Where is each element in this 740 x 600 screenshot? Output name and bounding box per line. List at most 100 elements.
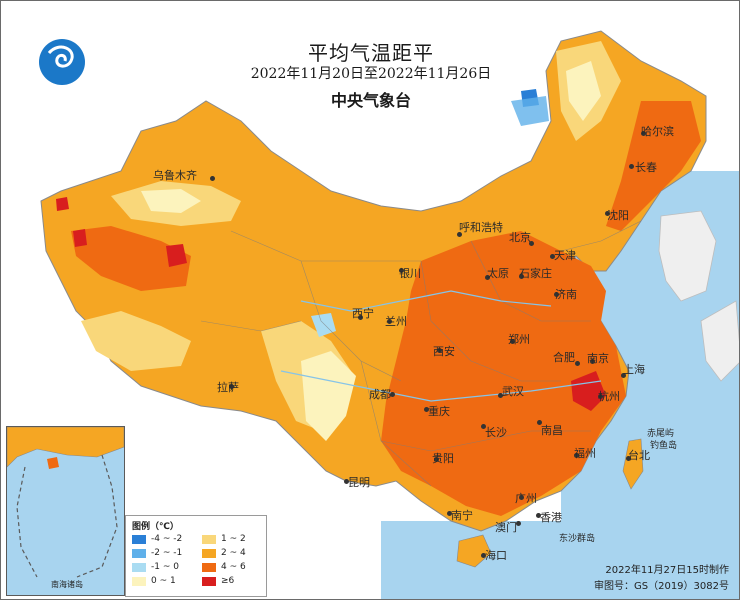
island-chiweiyu: 赤尾屿 <box>647 429 675 439</box>
city-label-shanghai: 上海 <box>623 363 645 376</box>
city-dot <box>344 479 349 484</box>
zone-4to6-northeast <box>606 101 701 231</box>
city-dot <box>605 211 610 216</box>
city-label-nanjing: 南京 <box>587 352 609 365</box>
legend-item: ≥6 <box>202 576 234 586</box>
city-dot <box>437 348 442 353</box>
city-label-changchun: 长春 <box>635 161 657 174</box>
legend-label: 2 ~ 4 <box>221 548 246 558</box>
city-dot <box>629 164 634 169</box>
legend-label: ≥6 <box>221 576 235 586</box>
legend-swatch <box>202 548 216 558</box>
city-label-taiyuan: 太原 <box>487 267 509 280</box>
city-label-chongqing: 重庆 <box>428 405 450 418</box>
zone-4to6-east <box>381 231 626 516</box>
legend-item: -4 ~ -2 <box>132 534 182 544</box>
city-dot <box>590 359 595 364</box>
city-label-urumqi: 乌鲁木齐 <box>153 169 197 182</box>
legend-swatch <box>132 534 146 544</box>
legend-swatch <box>202 534 216 544</box>
city-label-guiyang: 贵阳 <box>432 452 454 465</box>
city-dot <box>387 319 392 324</box>
zone-1to2-tibet <box>81 311 191 371</box>
city-dot <box>447 511 452 516</box>
zone-0to1-northeast <box>566 61 601 121</box>
city-label-jinan: 济南 <box>555 288 577 301</box>
city-label-lanzhou: 兰州 <box>385 315 407 328</box>
city-label-hefei: 合肥 <box>553 351 575 364</box>
legend-item: -1 ~ 0 <box>132 562 179 572</box>
city-label-shijiazhuang: 石家庄 <box>519 267 552 280</box>
city-label-haikou: 海口 <box>485 549 507 562</box>
legend-title: 图例（℃） <box>132 522 179 532</box>
island-diaoyudao: 钓鱼岛 <box>650 441 678 451</box>
city-label-wuhan: 武汉 <box>502 385 524 398</box>
city-dot <box>529 241 534 246</box>
city-label-changsha: 长沙 <box>485 426 507 439</box>
zone-6plus-xinjiang-2 <box>73 229 87 247</box>
city-dot <box>481 424 486 429</box>
province-borders <box>200 220 642 487</box>
zone-minus1to0-qinghai <box>311 313 336 337</box>
city-label-xian: 西安 <box>433 345 455 358</box>
city-dot <box>229 384 234 389</box>
city-label-nanchang: 南昌 <box>541 424 563 437</box>
map-date-range: 2022年11月20日至2022年11月26日 <box>250 66 492 82</box>
rivers <box>280 290 602 402</box>
map-organization: 中央气象台 <box>330 91 411 110</box>
city-dot <box>358 315 363 320</box>
city-dot <box>554 292 559 297</box>
city-label-fuzhou: 福州 <box>574 447 596 460</box>
legend-swatch <box>132 562 146 572</box>
city-dot <box>510 339 515 344</box>
legend-item: -2 ~ -1 <box>132 548 182 558</box>
legend-swatch <box>202 562 216 572</box>
legend-swatch <box>202 576 216 586</box>
city-dot <box>621 373 626 378</box>
legend: 图例（℃） -4 ~ -2 -2 ~ -1 -1 ~ 0 0 ~ 1 1 ~ 2… <box>125 515 267 597</box>
city-label-hongkong: 香港 <box>540 511 562 524</box>
city-dot <box>536 513 541 518</box>
city-dot <box>641 131 646 136</box>
korea-land <box>658 210 717 302</box>
taiwan-land <box>622 438 644 490</box>
city-label-beijing: 北京 <box>509 231 531 244</box>
city-label-chengdu: 成都 <box>369 388 391 401</box>
city-dot <box>481 553 486 558</box>
legend-label: 0 ~ 1 <box>151 576 176 586</box>
city-dot <box>574 453 579 458</box>
inset-hainan <box>47 457 59 469</box>
city-label-nanning: 南宁 <box>451 509 473 522</box>
city-label-hangzhou: 杭州 <box>598 390 620 403</box>
zone-6plus-xinjiang-1 <box>166 244 187 267</box>
city-dot <box>210 176 215 181</box>
legend-swatch <box>132 548 146 558</box>
south-china-sea-inset: 南海诸岛 <box>6 426 125 596</box>
zone-0to1-xinjiang <box>141 189 201 213</box>
city-dot <box>390 392 395 397</box>
inset-map <box>7 427 124 578</box>
city-dot <box>575 361 580 366</box>
legend-item: 1 ~ 2 <box>202 534 246 544</box>
inset-land <box>7 427 124 468</box>
city-dot <box>434 457 439 462</box>
inset-label: 南海诸岛 <box>51 580 83 589</box>
city-dot <box>399 268 404 273</box>
city-dot <box>626 456 631 461</box>
zone-6plus-west <box>56 197 69 211</box>
city-dot <box>519 274 524 279</box>
legend-label: -4 ~ -2 <box>151 534 183 544</box>
city-dot <box>424 407 429 412</box>
city-dot <box>485 275 490 280</box>
city-label-lhasa: 拉萨 <box>217 381 239 394</box>
city-dot <box>550 254 555 259</box>
legend-item: 2 ~ 4 <box>202 548 246 558</box>
city-label-hohhot: 呼和浩特 <box>459 221 503 234</box>
city-label-zhengzhou: 郑州 <box>508 333 530 346</box>
city-dot <box>516 521 521 526</box>
city-dot <box>519 495 524 500</box>
japan-land <box>700 300 739 382</box>
inset-dash-line <box>16 454 118 578</box>
